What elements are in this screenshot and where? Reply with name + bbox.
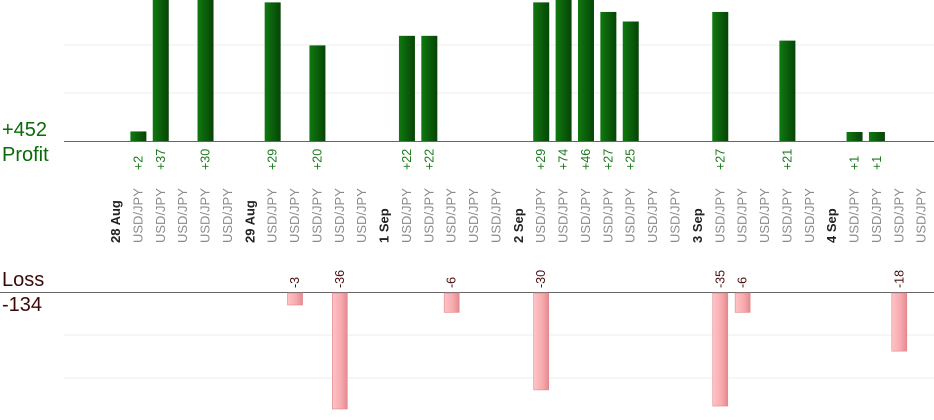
loss-value-label: -6: [736, 277, 750, 288]
profit-bar: [152, 0, 169, 141]
pair-label: USD/JPY: [198, 188, 213, 243]
profit-value-label: +20: [310, 149, 324, 170]
profit-bar: [779, 40, 796, 142]
pair-label: USD/JPY: [668, 188, 683, 243]
pair-label: USD/JPY: [914, 188, 929, 243]
pair-label: USD/JPY: [891, 188, 906, 243]
pair-label: USD/JPY: [130, 188, 145, 243]
profit-value-label: +2: [131, 156, 145, 170]
loss-value-label: -6: [445, 277, 459, 288]
profit-value-label: +27: [601, 149, 615, 170]
loss-bar: [287, 292, 303, 306]
pair-label: USD/JPY: [332, 188, 347, 243]
date-label: 28 Aug: [108, 200, 123, 243]
profit-value-label: +21: [780, 149, 794, 170]
profit-value-label: +29: [266, 149, 280, 170]
loss-bar: [734, 292, 751, 313]
profit-bar: [577, 0, 594, 141]
loss-value-label: -36: [333, 270, 347, 288]
loss-bar: [533, 292, 550, 391]
pair-label: USD/JPY: [488, 188, 503, 243]
profit-bar: [712, 11, 729, 141]
pair-label: USD/JPY: [847, 188, 862, 243]
pair-label: USD/JPY: [802, 188, 817, 243]
profit-bar: [197, 0, 214, 141]
profit-value-label: +27: [713, 149, 727, 170]
pair-label: USD/JPY: [712, 188, 727, 243]
profit-bar: [555, 0, 572, 141]
pair-label: USD/JPY: [578, 188, 593, 243]
profit-value-label: +22: [400, 149, 414, 170]
pair-label: USD/JPY: [533, 188, 548, 243]
loss-bar: [712, 292, 729, 407]
pair-label: USD/JPY: [265, 188, 280, 243]
pair-label: USD/JPY: [309, 188, 324, 243]
loss-bar: [331, 292, 348, 410]
profit-bar: [533, 2, 550, 141]
profit-value-label: +25: [624, 149, 638, 170]
loss-value-label: -30: [534, 270, 548, 288]
date-label: 4 Sep: [824, 208, 839, 243]
pair-label: USD/JPY: [399, 188, 414, 243]
loss-value-label: -3: [288, 277, 302, 288]
profit-value-label: +74: [557, 149, 571, 170]
profit-bar: [421, 35, 438, 142]
pair-label: USD/JPY: [444, 188, 459, 243]
date-label: 29 Aug: [242, 200, 257, 243]
pair-label: USD/JPY: [556, 188, 571, 243]
pair-label: USD/JPY: [220, 188, 235, 243]
profit-value-label: +37: [154, 149, 168, 170]
loss-label: Loss: [2, 269, 45, 291]
profit-bar: [309, 45, 326, 141]
profit-value-label: +29: [534, 149, 548, 170]
pair-label: USD/JPY: [869, 188, 884, 243]
profit-value-label: +1: [870, 156, 884, 170]
profit-bar: [600, 11, 617, 141]
pair-label: USD/JPY: [757, 188, 772, 243]
pair-label: USD/JPY: [645, 188, 660, 243]
profit-label: Profit: [2, 144, 49, 166]
pair-label: USD/JPY: [623, 188, 638, 243]
profit-total: +452: [2, 119, 48, 141]
loss-total: -134: [2, 294, 43, 316]
date-label: 2 Sep: [511, 208, 526, 243]
date-label: 1 Sep: [377, 208, 392, 243]
profit-value-label: +22: [422, 149, 436, 170]
pair-label: USD/JPY: [287, 188, 302, 243]
pair-label: USD/JPY: [466, 188, 481, 243]
profit-bar: [264, 2, 281, 141]
pair-label: USD/JPY: [175, 188, 190, 243]
loss-bar: [891, 292, 908, 352]
profit-bar: [398, 35, 415, 142]
pair-label: USD/JPY: [600, 188, 615, 243]
profit-value-label: +1: [848, 156, 862, 170]
profit-bar: [130, 131, 147, 141]
pair-label: USD/JPY: [735, 188, 750, 243]
pair-label: USD/JPY: [153, 188, 168, 243]
profit-value-label: +30: [199, 149, 213, 170]
loss-value-label: -35: [713, 270, 727, 288]
pair-label: USD/JPY: [354, 188, 369, 243]
pair-label: USD/JPY: [421, 188, 436, 243]
loss-bar: [443, 292, 460, 313]
profit-bar: [868, 132, 885, 141]
profit-bar: [846, 132, 863, 141]
profit-value-label: +46: [579, 149, 593, 170]
date-label: 3 Sep: [690, 208, 705, 243]
pair-label: USD/JPY: [779, 188, 794, 243]
loss-value-label: -18: [892, 270, 906, 288]
profit-bar: [622, 21, 639, 141]
